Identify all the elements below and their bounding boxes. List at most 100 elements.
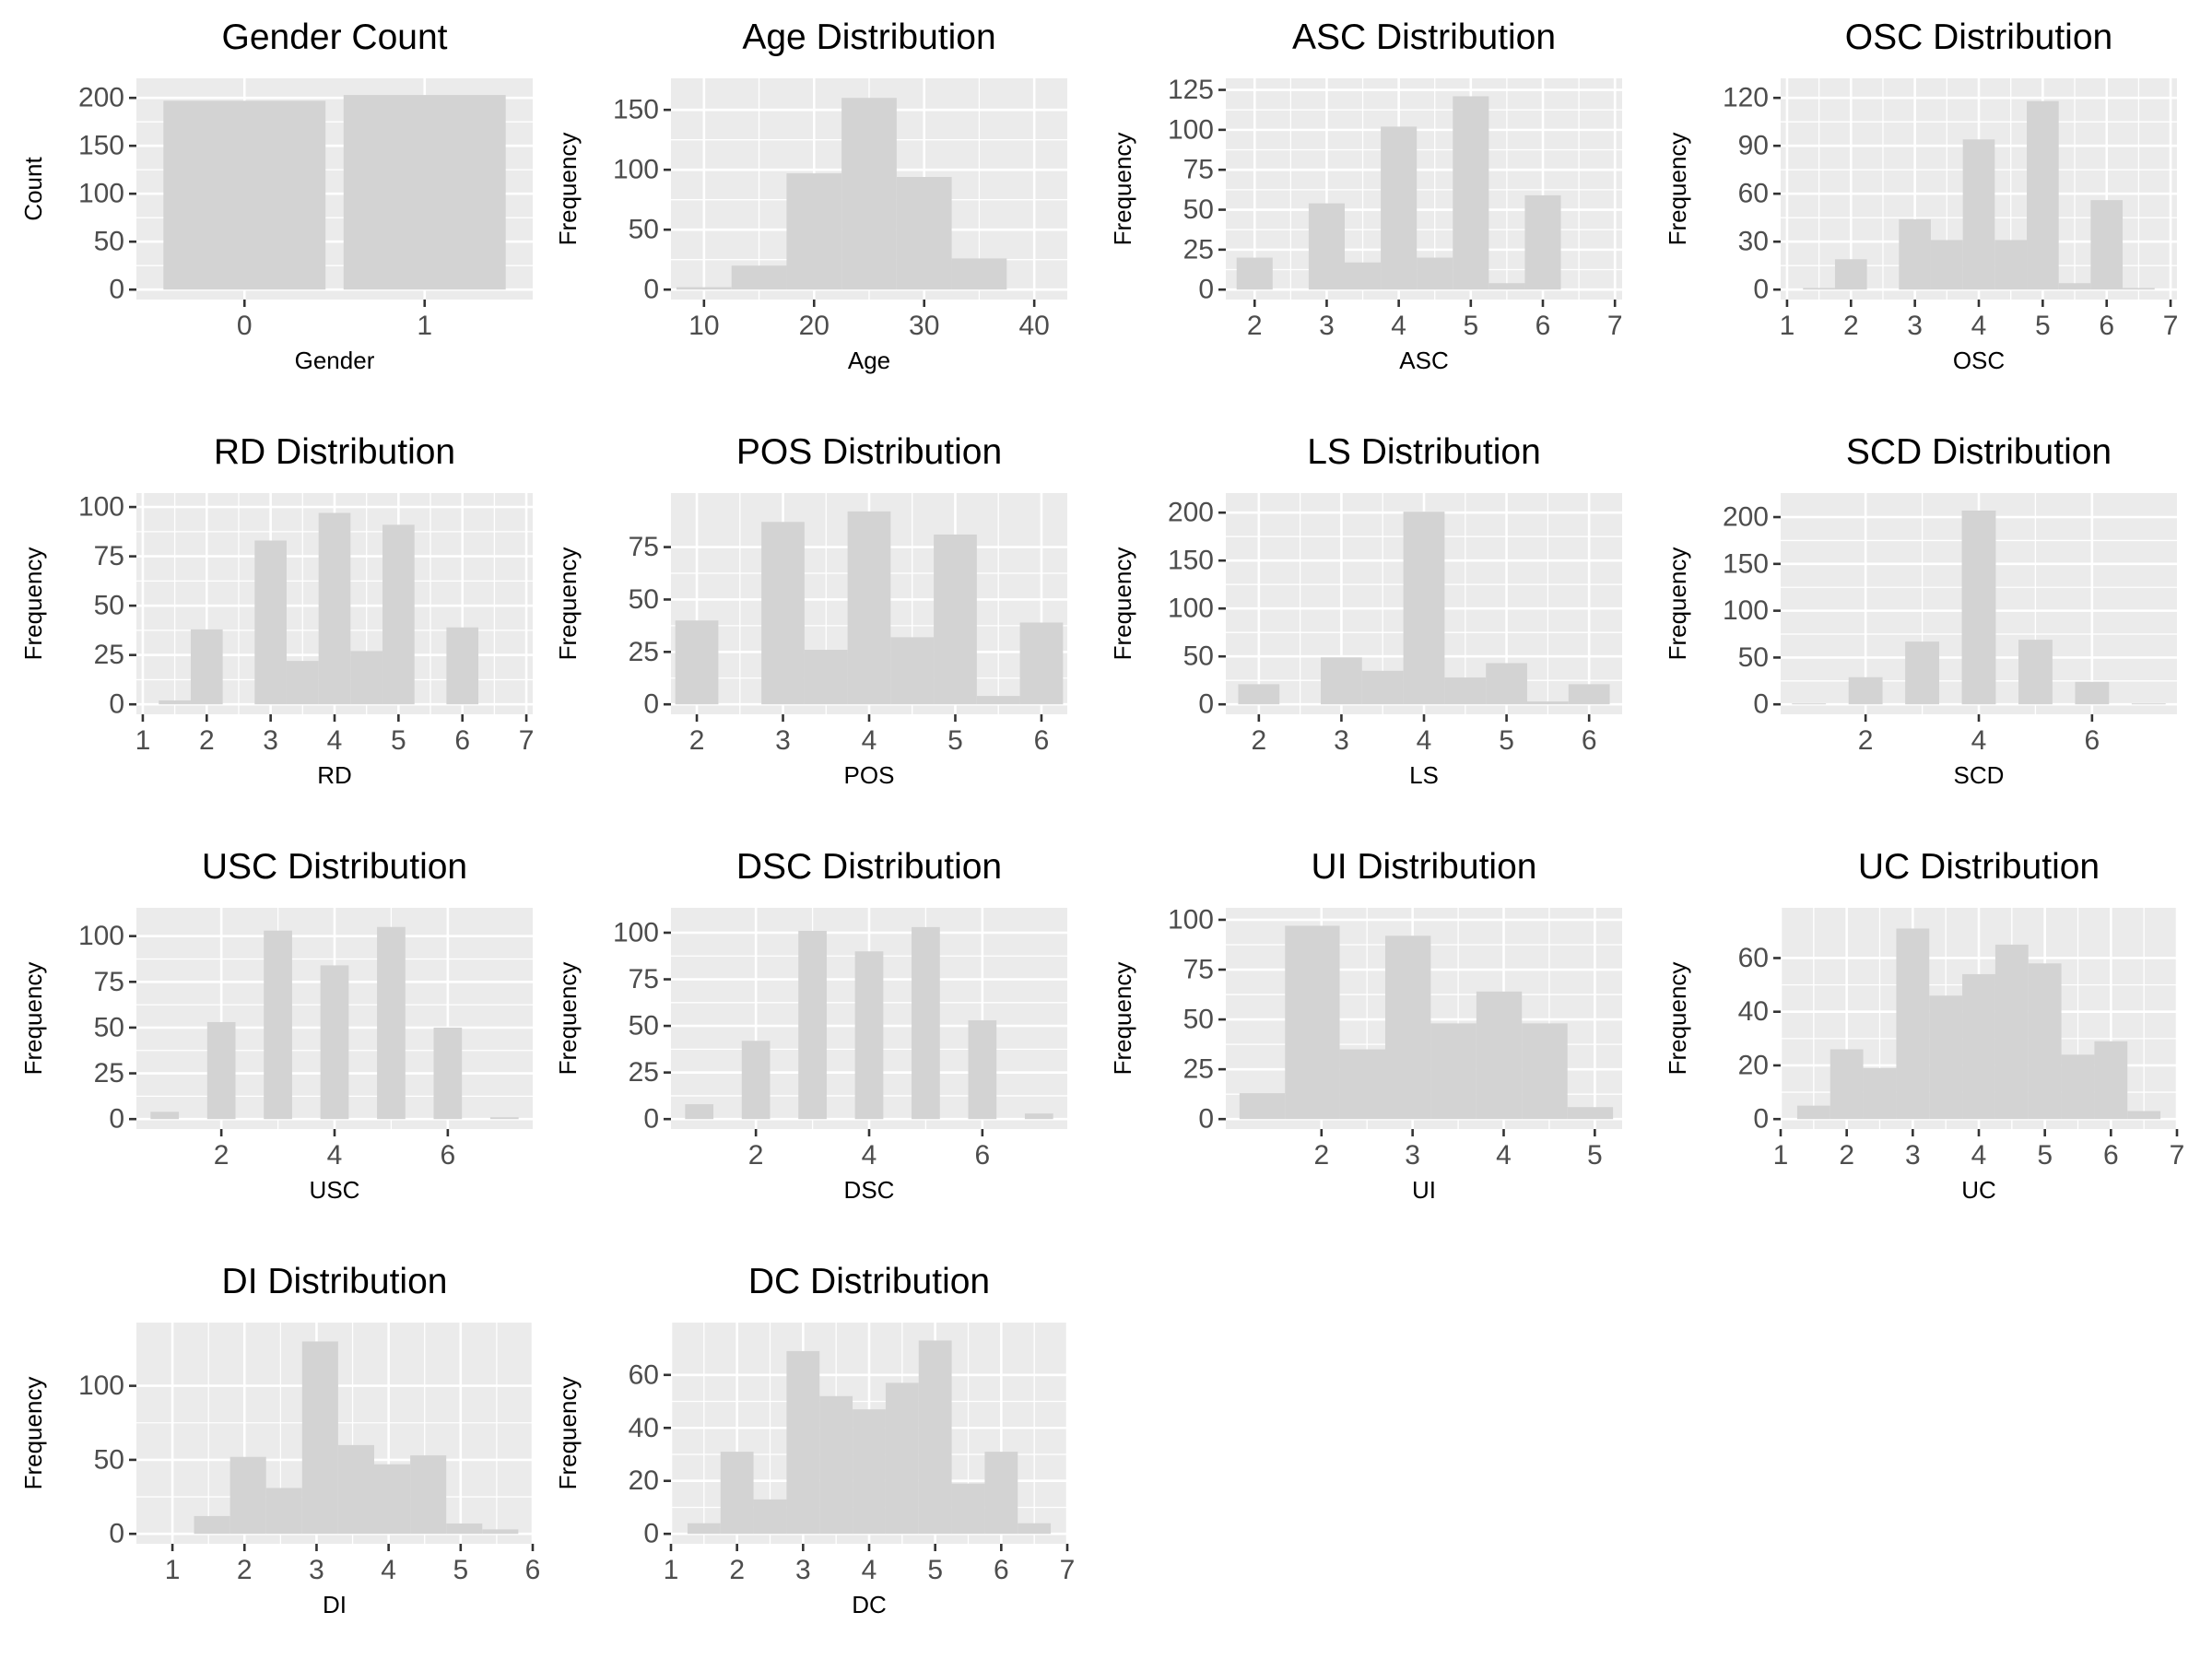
y-tick-label: 0 xyxy=(1198,1104,1214,1135)
histogram-bin xyxy=(1567,1107,1614,1120)
histogram-bin xyxy=(2027,100,2059,290)
x-tick-label: 4 xyxy=(862,1140,877,1171)
y-axis-title: Frequency xyxy=(1109,547,1136,661)
y-tick-label: 60 xyxy=(1738,179,1769,209)
x-tick-label: 2 xyxy=(1858,725,1874,756)
y-tick-label: 0 xyxy=(109,1104,124,1135)
histogram-bin xyxy=(687,1523,721,1535)
y-tick-label: 120 xyxy=(1723,83,1769,113)
chart-title: USC Distribution xyxy=(202,847,467,887)
histogram-bin xyxy=(1848,677,1883,705)
histogram-bin xyxy=(1896,928,1930,1120)
x-axis-title: DSC xyxy=(844,1176,895,1204)
histogram-bin xyxy=(206,1021,236,1120)
x-tick-label: 1 xyxy=(1773,1140,1789,1171)
y-tick-label: 50 xyxy=(1183,194,1214,225)
x-axis-title: SCD xyxy=(1954,761,2005,789)
x-tick-label: 5 xyxy=(1499,725,1514,756)
bars xyxy=(1236,96,1561,290)
histogram-bin xyxy=(2028,963,2062,1120)
x-tick-label: 5 xyxy=(1587,1140,1603,1171)
x-tick-label: 4 xyxy=(1391,311,1406,341)
x-tick-label: 6 xyxy=(994,1555,1009,1585)
y-axis-title: Frequency xyxy=(19,962,47,1076)
x-tick-label: 7 xyxy=(1607,311,1623,341)
y-axis: 0 25 50 75 100 xyxy=(78,492,136,720)
y-tick-label: 0 xyxy=(1753,1104,1769,1135)
x-axis: 10 20 30 40 xyxy=(688,300,1050,341)
y-tick-label: 50 xyxy=(1183,641,1214,672)
x-tick-label: 2 xyxy=(729,1555,745,1585)
x-tick-label: 30 xyxy=(909,311,939,341)
x-tick-label: 4 xyxy=(1971,725,1987,756)
x-axis-title: Gender xyxy=(295,347,375,374)
histogram-bin xyxy=(2018,640,2053,705)
x-tick-label: 5 xyxy=(2037,1140,2053,1171)
x-tick-label: 5 xyxy=(453,1555,468,1585)
bar-1 xyxy=(343,95,506,290)
histogram-bin xyxy=(841,98,897,290)
bars xyxy=(1239,925,1614,1120)
x-tick-label: 3 xyxy=(1905,1140,1921,1171)
y-tick-label: 0 xyxy=(1753,689,1769,720)
x-tick-label: 20 xyxy=(799,311,830,341)
histogram-bin xyxy=(1238,684,1280,705)
histogram-bin xyxy=(1994,240,2028,290)
bars xyxy=(1796,928,2161,1120)
y-tick-label: 50 xyxy=(629,1011,659,1041)
panel-osc-distribution: 0 30 60 90 120 1 2 3 4 5 6 7 OSC Distribution OSC Freq… xyxy=(1664,18,2178,374)
x-axis-title: RD xyxy=(317,761,352,789)
histogram-bin xyxy=(1863,1067,1897,1120)
y-axis-title: Count xyxy=(19,157,47,221)
histogram-bin xyxy=(1024,1113,1053,1120)
bars xyxy=(1792,510,2166,705)
y-tick-label: 0 xyxy=(643,689,659,720)
y-axis: 0 25 50 75 100 125 xyxy=(1168,75,1226,305)
chart-title: Age Distribution xyxy=(742,18,995,57)
y-tick-label: 75 xyxy=(94,541,124,571)
histogram-bin xyxy=(896,177,952,290)
x-axis: 1 2 3 4 5 6 7 xyxy=(664,1544,1075,1585)
histogram-bin xyxy=(337,1444,374,1535)
y-tick-label: 20 xyxy=(1738,1050,1769,1080)
x-axis-title: ASC xyxy=(1399,347,1448,374)
y-axis: 0 50 100 150 200 xyxy=(1168,498,1226,720)
histogram-bin xyxy=(847,511,891,705)
histogram-bin xyxy=(1236,257,1273,290)
y-tick-label: 0 xyxy=(643,1104,659,1135)
panel-di-distribution: 0 50 100 1 2 3 4 5 6 DI Distribution DI Frequency xyxy=(19,1262,540,1618)
panel-dc-distribution: 0 20 40 60 1 2 3 4 5 6 7 DC Distribution DC Frequency xyxy=(554,1262,1075,1618)
y-axis: 0 25 50 75 100 xyxy=(78,921,136,1135)
histogram-bin xyxy=(1796,1105,1830,1120)
histogram-bin xyxy=(1522,1023,1568,1120)
x-tick-label: 3 xyxy=(263,725,278,756)
x-tick-label: 6 xyxy=(975,1140,991,1171)
y-tick-label: 50 xyxy=(94,1012,124,1042)
bars xyxy=(1238,512,1610,705)
histogram-bin xyxy=(1361,670,1404,705)
y-tick-label: 150 xyxy=(1723,548,1769,579)
x-tick-label: 4 xyxy=(862,1555,877,1585)
histogram-bin xyxy=(685,1104,714,1120)
y-tick-label: 25 xyxy=(94,1058,124,1088)
y-axis-title: Frequency xyxy=(554,962,582,1076)
y-axis: 0 25 50 75 100 xyxy=(613,917,671,1135)
y-tick-label: 100 xyxy=(78,1371,124,1401)
histogram-bin xyxy=(1417,257,1453,290)
x-tick-label: 1 xyxy=(165,1555,181,1585)
panel-dsc-distribution: 0 25 50 75 100 2 4 6 DSC Distribution DSC Frequenc… xyxy=(554,847,1067,1204)
y-tick-label: 100 xyxy=(1168,904,1214,935)
x-tick-label: 4 xyxy=(1971,1140,1987,1171)
y-axis-title: Frequency xyxy=(19,1377,47,1490)
y-tick-label: 60 xyxy=(629,1359,659,1390)
x-tick-label: 6 xyxy=(2085,725,2100,756)
y-tick-label: 25 xyxy=(629,1057,659,1088)
histogram-bin xyxy=(382,524,415,705)
histogram-bin xyxy=(2094,1041,2128,1120)
x-tick-label: 6 xyxy=(441,1140,456,1171)
x-tick-label: 2 xyxy=(237,1555,253,1585)
y-axis-title: Frequency xyxy=(1109,962,1136,1076)
x-axis: 1 2 3 4 5 6 xyxy=(165,1544,540,1585)
x-tick-label: 2 xyxy=(214,1140,229,1171)
